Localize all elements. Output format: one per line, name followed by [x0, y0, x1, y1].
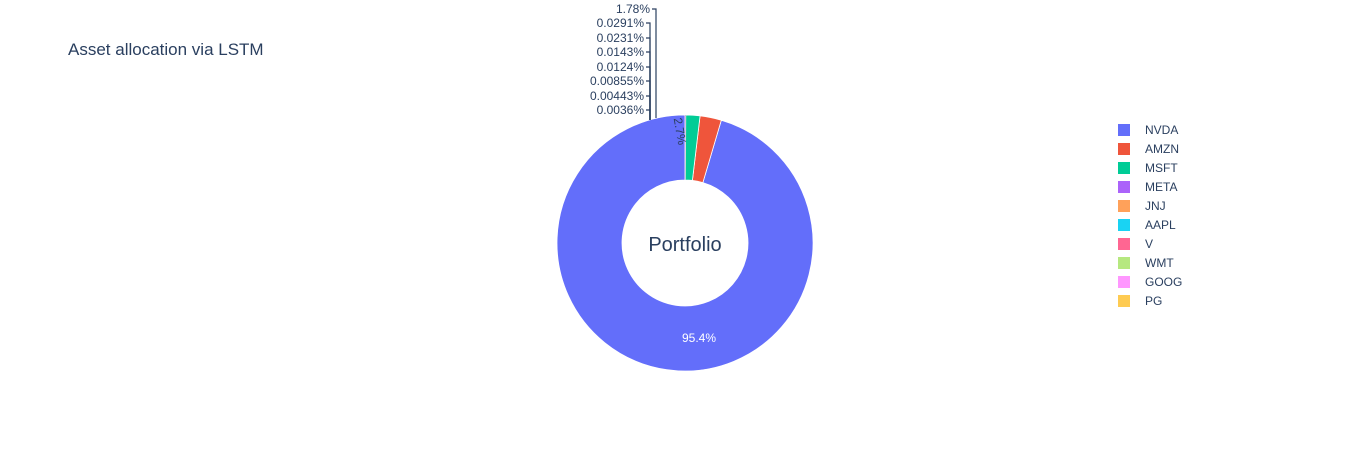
legend-item-wmt[interactable]: WMT: [1118, 253, 1182, 272]
legend-swatch: [1118, 161, 1130, 174]
slice-meta[interactable]: [685, 115, 686, 181]
outside-label-meta: 0.0291%: [597, 16, 645, 30]
legend-label: META: [1145, 179, 1178, 194]
legend-swatch: [1118, 256, 1130, 269]
legend-item-msft[interactable]: MSFT: [1118, 158, 1182, 177]
legend-item-jnj[interactable]: JNJ: [1118, 196, 1182, 215]
slice-label-amzn: 2.7%: [671, 117, 690, 147]
outside-label-v: 0.0124%: [597, 60, 645, 74]
legend-label: V: [1145, 236, 1154, 251]
outside-label-msft: 1.78%: [616, 2, 650, 16]
legend-swatch: [1118, 180, 1130, 193]
legend-swatch: [1118, 123, 1130, 136]
legend-item-pg[interactable]: PG: [1118, 291, 1182, 310]
legend-label: GOOG: [1145, 274, 1183, 289]
legend-label: PG: [1145, 293, 1163, 308]
legend-swatch: [1118, 218, 1130, 231]
legend-swatch: [1118, 275, 1130, 288]
hole-label: Portfolio: [648, 234, 721, 256]
slice-nvda[interactable]: [556, 114, 814, 372]
legend-item-v[interactable]: V: [1118, 234, 1182, 253]
legend-item-meta[interactable]: META: [1118, 177, 1182, 196]
legend-label: NVDA: [1145, 122, 1179, 137]
legend-label: JNJ: [1145, 198, 1166, 213]
outside-label-jnj: 0.0231%: [597, 31, 645, 45]
legend-label: AMZN: [1145, 141, 1179, 156]
legend-label: WMT: [1145, 255, 1174, 270]
leader-line-pg: [646, 109, 651, 120]
legend: NVDA AMZN MSFT META JNJ AAPL V WMT GOOG PG: [1118, 120, 1182, 310]
leader-line-msft: [652, 8, 657, 118]
legend-label: MSFT: [1145, 160, 1178, 175]
legend-item-aapl[interactable]: AAPL: [1118, 215, 1182, 234]
outside-label-pg: 0.0036%: [597, 103, 645, 117]
legend-swatch: [1118, 237, 1130, 250]
legend-item-goog[interactable]: GOOG: [1118, 272, 1182, 291]
slice-label-nvda: 95.4%: [682, 331, 716, 345]
legend-item-nvda[interactable]: NVDA: [1118, 120, 1182, 139]
outside-label-wmt: 0.00855%: [590, 74, 644, 88]
outside-label-goog: 0.00443%: [590, 89, 644, 103]
legend-swatch: [1118, 199, 1130, 212]
legend-label: AAPL: [1145, 217, 1176, 232]
legend-item-amzn[interactable]: AMZN: [1118, 139, 1182, 158]
legend-swatch: [1118, 294, 1130, 307]
chart-title: Asset allocation via LSTM: [68, 40, 264, 59]
legend-swatch: [1118, 142, 1130, 155]
outside-label-aapl: 0.0143%: [597, 45, 645, 59]
